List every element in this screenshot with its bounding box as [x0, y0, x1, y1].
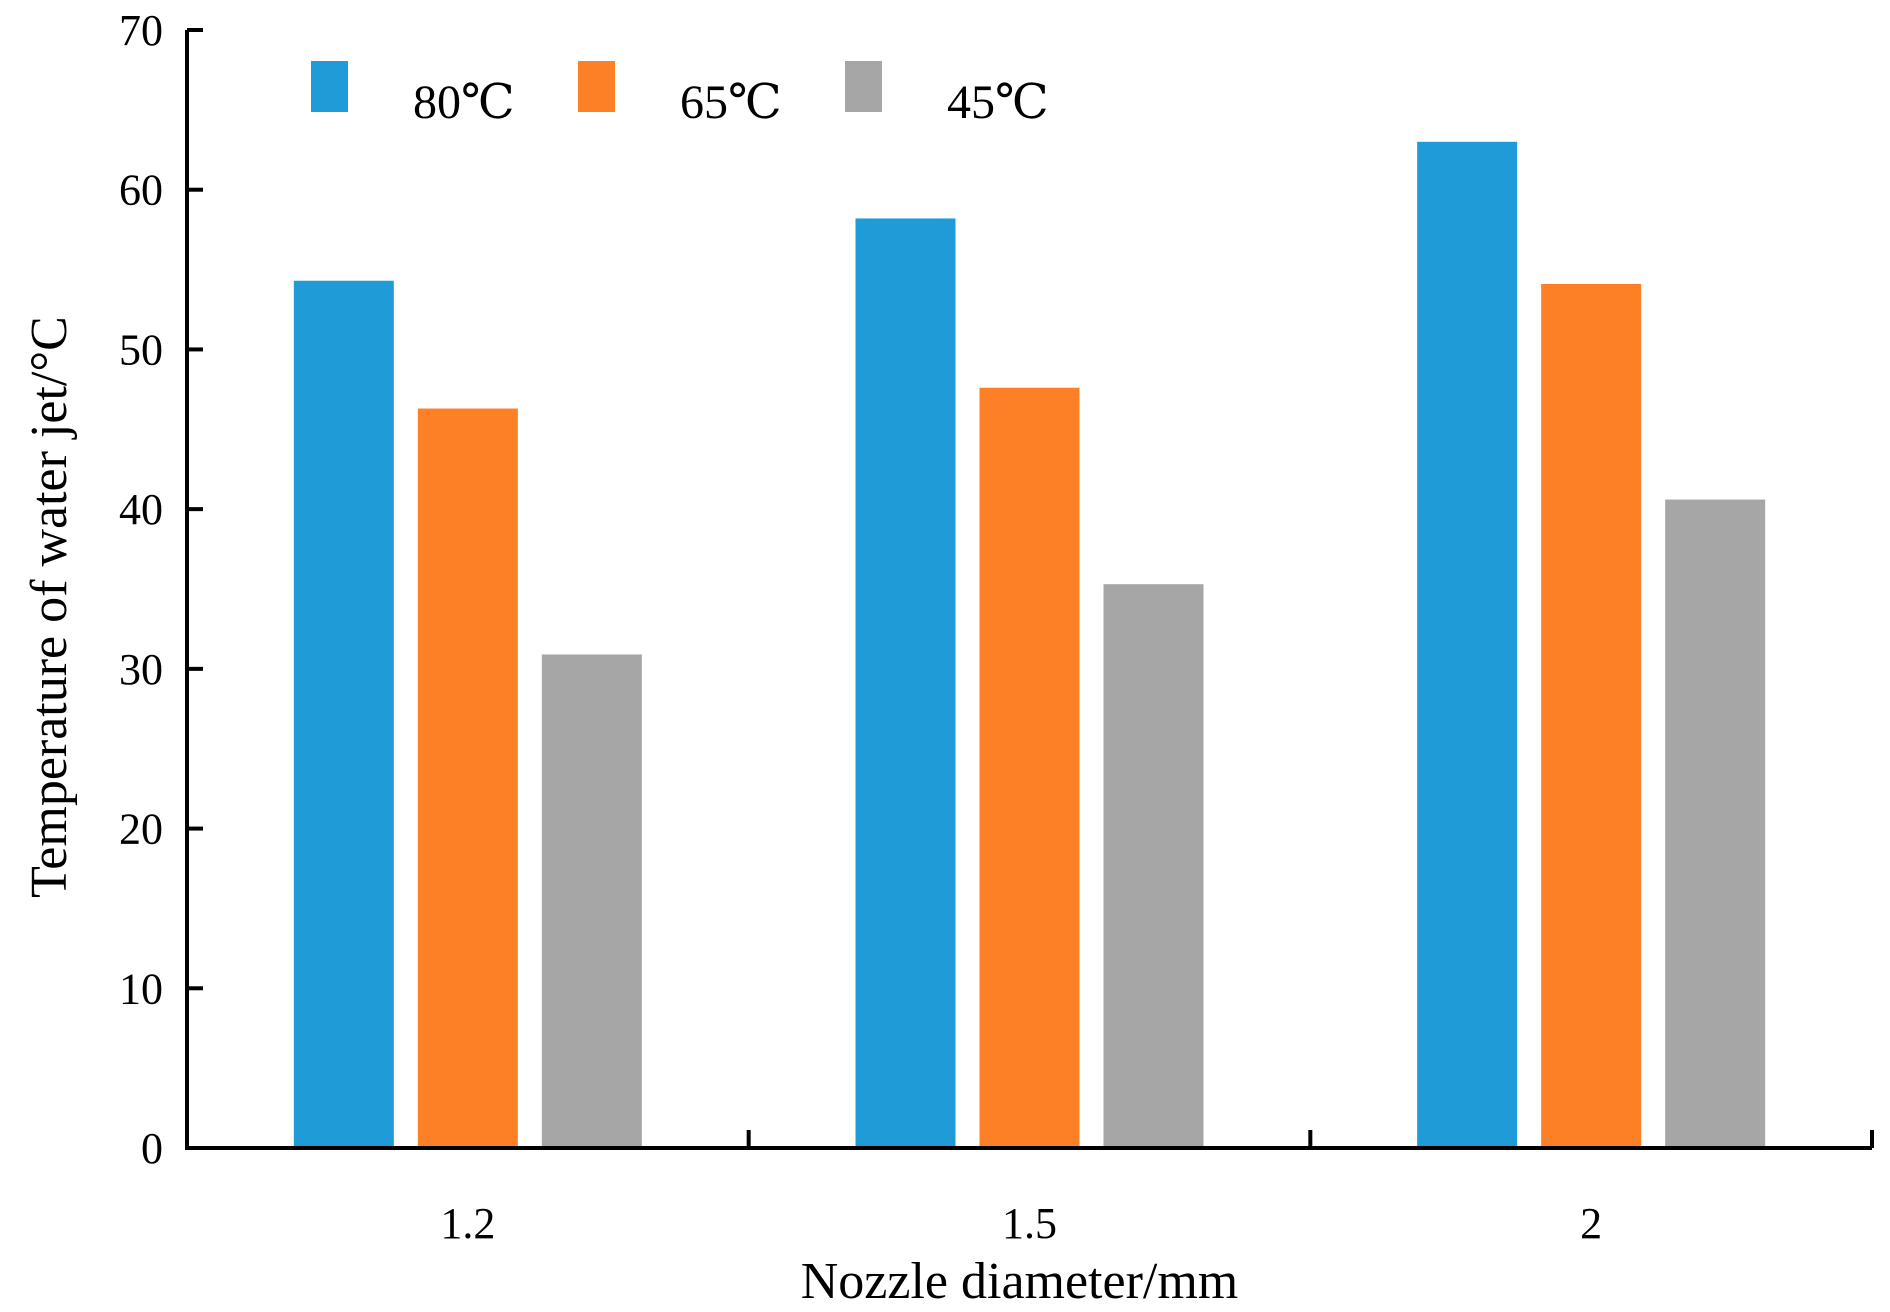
y-tick-label: 10 — [119, 964, 163, 1013]
bar — [1665, 499, 1766, 1148]
legend-label: 65℃ — [680, 76, 782, 129]
y-axis-title: Temperature of water jet/°C — [21, 316, 78, 898]
y-ticks: 0 10 20 30 40 50 60 70 — [119, 6, 203, 1173]
bar — [1541, 283, 1642, 1149]
y-tick-label: 30 — [119, 645, 163, 694]
legend-swatch — [578, 61, 615, 112]
legend-swatch — [845, 61, 882, 112]
x-tick-label: 2 — [1580, 1199, 1602, 1248]
y-tick-label: 50 — [119, 325, 163, 374]
bar — [1417, 141, 1518, 1149]
x-tick-label: 1.2 — [440, 1199, 495, 1248]
bar — [1103, 584, 1204, 1148]
legend-label: 45℃ — [947, 76, 1049, 129]
bar — [541, 654, 642, 1148]
axes-layer — [185, 30, 1872, 1150]
legend-label: 80℃ — [413, 76, 515, 129]
bar — [293, 280, 394, 1148]
y-tick-label: 60 — [119, 166, 163, 215]
legend-swatch — [311, 61, 348, 112]
bars-layer — [293, 141, 1766, 1149]
y-tick-label: 70 — [119, 6, 163, 55]
x-ticks: 1.2 1.5 2 — [440, 1130, 1874, 1248]
x-tick-label: 1.5 — [1002, 1199, 1057, 1248]
legend: 80℃ 65℃ 45℃ — [311, 61, 1049, 129]
y-tick-label: 40 — [119, 485, 163, 534]
y-tick-label: 0 — [141, 1124, 163, 1173]
x-axis-title: Nozzle diameter/mm — [801, 1253, 1238, 1310]
bar — [855, 218, 956, 1148]
y-tick-label: 20 — [119, 805, 163, 854]
bar — [417, 408, 518, 1149]
bar — [979, 387, 1080, 1148]
